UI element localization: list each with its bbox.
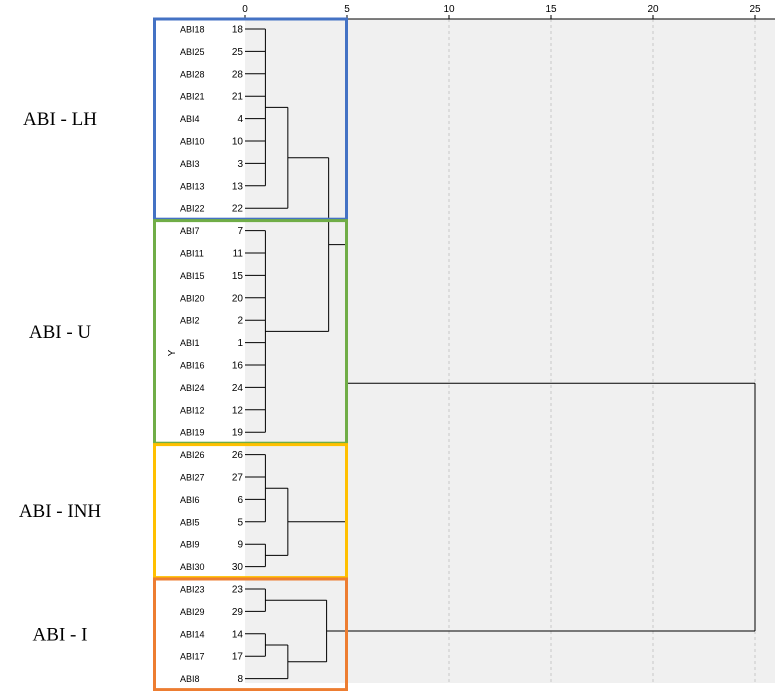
tick-label: 0	[242, 4, 248, 15]
dendrogram-tree	[245, 28, 756, 680]
leaf-number: 3	[237, 159, 243, 170]
leaf-number: 7	[237, 226, 243, 237]
leaf-number: 1	[237, 338, 243, 349]
leaf-number: 30	[232, 562, 244, 573]
leaf-number: 15	[232, 271, 244, 282]
tick-label: 20	[647, 4, 659, 15]
leaf-number: 16	[232, 361, 244, 372]
y-axis-label: Y	[167, 349, 178, 356]
leaf-label: ABI18	[180, 25, 205, 35]
leaf-number: 12	[232, 405, 244, 416]
leaf-number: 27	[232, 473, 244, 484]
leaf-label: ABI1	[180, 338, 200, 348]
leaf-label: ABI28	[180, 69, 205, 79]
leaf-label: ABI23	[180, 585, 205, 595]
leaf-label: ABI21	[180, 92, 205, 102]
leaf-label: ABI22	[180, 204, 205, 214]
tick-label: 15	[545, 4, 557, 15]
cluster-label: ABI - LH	[23, 109, 97, 130]
leaf-number: 9	[237, 540, 243, 551]
leaf-label: ABI12	[180, 405, 205, 415]
cluster-label: ABI - INH	[19, 501, 102, 522]
leaf-label: ABI14	[180, 629, 205, 639]
leaf-number: 10	[232, 137, 244, 148]
tick-label: 10	[443, 4, 455, 15]
leaf-number: 25	[232, 47, 244, 58]
leaf-label: ABI17	[180, 652, 205, 662]
leaf-number: 19	[232, 428, 244, 439]
leaf-number: 5	[237, 517, 243, 528]
axis-ticks: 0 5 10 15 20 25	[242, 4, 761, 19]
leaf-label: ABI6	[180, 495, 200, 505]
cluster-groups: ABI - LH ABI - U ABI - INH ABI - I	[19, 17, 348, 691]
leaf-label: ABI25	[180, 47, 205, 57]
leaf-label: ABI4	[180, 114, 200, 124]
leaf-label: ABI29	[180, 607, 205, 617]
leaf-number: 18	[232, 25, 244, 36]
leaf-number: 2	[237, 316, 243, 327]
leaf-label: ABI27	[180, 473, 205, 483]
leaf-number: 21	[232, 92, 244, 103]
tick-label: 5	[344, 4, 350, 15]
leaf-label: ABI10	[180, 137, 205, 147]
leaf-label: ABI7	[180, 226, 200, 236]
leaf-number: 11	[233, 249, 244, 260]
leaf-number: 8	[237, 674, 243, 685]
cluster-label: ABI - I	[33, 624, 88, 645]
leaf-number: 24	[232, 383, 244, 394]
leaf-label: ABI19	[180, 428, 205, 438]
leaf-label: ABI9	[180, 540, 200, 550]
leaf-number: 13	[232, 181, 244, 192]
leaf-label: ABI3	[180, 159, 200, 169]
leaf-label: ABI15	[180, 271, 205, 281]
leaf-label: ABI20	[180, 293, 205, 303]
leaf-number: 14	[232, 629, 244, 640]
leaf-number: 23	[232, 585, 244, 596]
leaf-number: 22	[232, 204, 244, 215]
leaf-label: ABI8	[180, 674, 200, 684]
leaf-number: 29	[232, 607, 244, 618]
leaf-label: ABI16	[180, 361, 205, 371]
leaf-label: ABI30	[180, 562, 205, 572]
leaf-label: ABI5	[180, 517, 200, 527]
leaf-label: ABI13	[180, 181, 205, 191]
cluster-label: ABI - U	[29, 322, 92, 343]
leaf-label: ABI26	[180, 450, 205, 460]
leaf-label: ABI2	[180, 316, 200, 326]
leaf-number: 17	[232, 652, 244, 663]
leaf-label: ABI11	[180, 249, 204, 259]
leaf-number: 4	[237, 114, 243, 125]
plot-background	[245, 19, 775, 683]
cluster-box	[153, 577, 348, 691]
leaf-number: 6	[237, 495, 243, 506]
leaf-number: 26	[232, 450, 244, 461]
leaf-label: ABI24	[180, 383, 205, 393]
leaf-number: 28	[232, 69, 244, 80]
leaf-number: 20	[232, 293, 244, 304]
tick-label: 25	[749, 4, 761, 15]
